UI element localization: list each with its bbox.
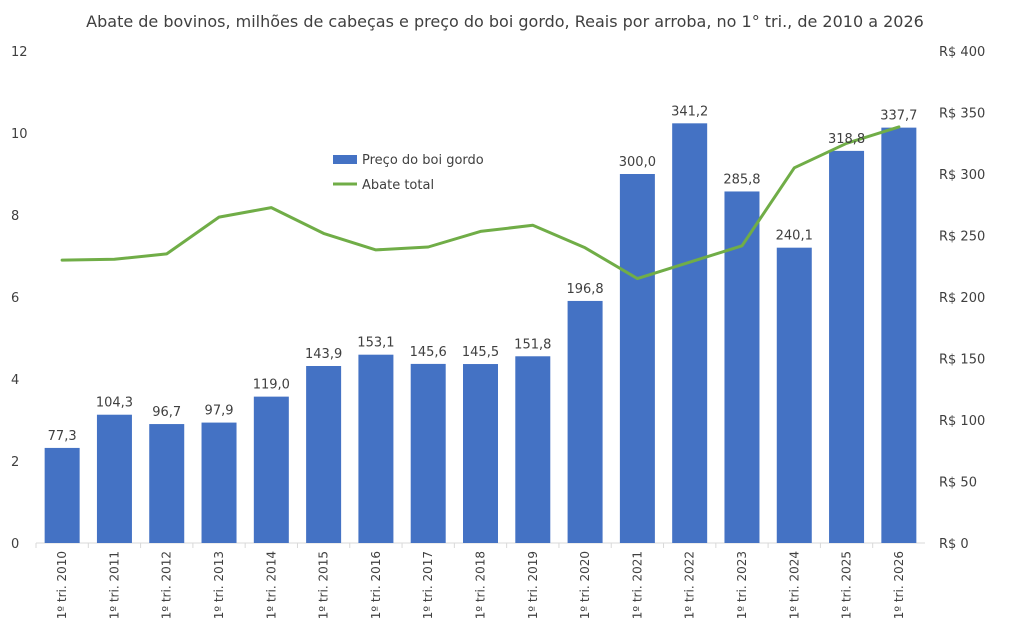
y-tick-label: 6 xyxy=(11,291,19,306)
y-tick-label: 8 xyxy=(11,209,19,224)
axes: 0 2 4 6 8 10 12 R$ 0 R$ 50 R$ 100 R$ 150 R$ 200 R$ 2… xyxy=(11,45,985,619)
x-tick-label: 1º tri. 2018 xyxy=(474,551,488,619)
x-tick-label: 1º tri. 2023 xyxy=(735,551,749,619)
line-series xyxy=(60,125,901,281)
x-tick-label: 1º tri. 2024 xyxy=(787,551,801,619)
bar xyxy=(672,123,708,543)
x-tick-label: 1º tri. 2020 xyxy=(578,551,592,619)
bar-data-label: 196,8 xyxy=(566,282,603,297)
bar xyxy=(358,354,394,543)
x-tick-label: 1º tri. 2013 xyxy=(212,551,226,619)
bar xyxy=(410,363,446,543)
bar-data-label: 96,7 xyxy=(152,405,181,420)
x-tick-label: 1º tri. 2010 xyxy=(55,551,69,619)
y-tick-label: 10 xyxy=(11,127,28,142)
y-tick-label: 4 xyxy=(11,373,19,388)
data-labels: 77,3 104,3 96,7 97,9 119,0 143,9 153,1 145,6 145… xyxy=(48,104,918,444)
x-tick-label: 1º tri. 2017 xyxy=(421,551,435,619)
x-tick-label: 1º tri. 2021 xyxy=(630,551,644,619)
bar xyxy=(776,247,812,543)
line-abate-total xyxy=(60,125,901,281)
x-tick-label: 1º tri. 2026 xyxy=(892,551,906,619)
chart-title: Abate de bovinos, milhões de cabeças e p… xyxy=(86,12,924,31)
bar xyxy=(567,300,603,543)
y2-tick-label: R$ 100 xyxy=(939,414,985,429)
bar-series xyxy=(44,123,917,543)
bar xyxy=(253,396,289,543)
bar-data-label: 145,6 xyxy=(410,345,447,360)
x-tick-label: 1º tri. 2015 xyxy=(317,551,331,619)
bar-data-label: 341,2 xyxy=(671,104,708,119)
bar-data-label: 285,8 xyxy=(723,172,760,187)
bar xyxy=(619,174,655,543)
bar xyxy=(96,414,132,543)
x-tick-label: 1º tri. 2019 xyxy=(526,551,540,619)
y-tick-label: 0 xyxy=(11,537,19,552)
legend-swatch-bar xyxy=(333,155,357,164)
legend-label-bar: Preço do boi gordo xyxy=(362,153,484,168)
y2-tick-label: R$ 0 xyxy=(939,537,969,552)
bar xyxy=(881,127,917,543)
bar xyxy=(306,366,342,543)
y2-tick-label: R$ 400 xyxy=(939,45,985,60)
bar xyxy=(201,422,237,543)
y2-tick-label: R$ 50 xyxy=(939,476,977,491)
legend: Preço do boi gordo Abate total xyxy=(333,153,484,193)
x-tick-label: 1º tri. 2014 xyxy=(264,551,278,619)
x-tick-label: 1º tri. 2011 xyxy=(107,551,121,619)
bar xyxy=(515,356,551,543)
bar xyxy=(44,447,80,543)
x-tick-label: 1º tri. 2022 xyxy=(683,551,697,619)
y2-tick-label: R$ 250 xyxy=(939,230,985,245)
bar xyxy=(149,424,185,543)
y2-tick-label: R$ 300 xyxy=(939,168,985,183)
bar-data-label: 143,9 xyxy=(305,347,342,362)
bar-data-label: 77,3 xyxy=(48,429,77,444)
bar xyxy=(463,364,498,543)
x-tick-label: 1º tri. 2025 xyxy=(840,551,854,619)
bar-data-label: 337,7 xyxy=(880,109,917,124)
y-tick-label: 12 xyxy=(11,45,28,60)
bar-data-label: 153,1 xyxy=(357,336,394,351)
bar xyxy=(829,150,865,543)
bar-data-label: 318,8 xyxy=(828,132,865,147)
y2-tick-label: R$ 200 xyxy=(939,291,985,306)
x-tick-label: 1º tri. 2016 xyxy=(369,551,383,619)
x-tick-label: 1º tri. 2012 xyxy=(160,551,174,619)
bar-data-label: 119,0 xyxy=(253,378,290,393)
bar-data-label: 104,3 xyxy=(96,396,133,411)
legend-label-line: Abate total xyxy=(362,178,434,193)
bar-data-label: 300,0 xyxy=(619,155,656,170)
y-tick-label: 2 xyxy=(11,455,19,470)
bar-data-label: 97,9 xyxy=(205,404,234,419)
y2-tick-label: R$ 350 xyxy=(939,107,985,122)
bar-data-label: 240,1 xyxy=(776,229,813,244)
bar-data-label: 151,8 xyxy=(514,337,551,352)
y2-tick-label: R$ 150 xyxy=(939,353,985,368)
bar-data-label: 145,5 xyxy=(462,345,499,360)
